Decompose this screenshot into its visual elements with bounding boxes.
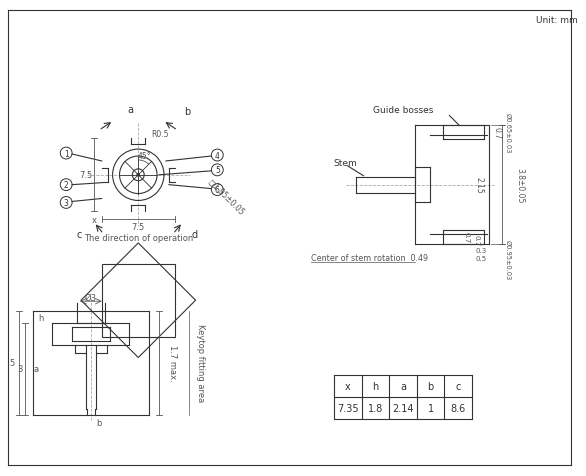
Circle shape: [137, 174, 140, 177]
Text: Guide bosses: Guide bosses: [373, 106, 433, 115]
Text: 0.3: 0.3: [475, 248, 486, 253]
Text: x: x: [345, 381, 350, 391]
Text: 7.5: 7.5: [79, 171, 93, 180]
Text: 0.7: 0.7: [492, 127, 502, 139]
Text: b: b: [96, 418, 101, 427]
Text: 3.8±0.05: 3.8±0.05: [515, 168, 524, 203]
Text: 5: 5: [215, 166, 220, 175]
Text: 3: 3: [18, 364, 23, 373]
Text: Stem: Stem: [334, 159, 357, 168]
Text: □1.95±0.05: □1.95±0.05: [206, 177, 246, 217]
Text: 0.5: 0.5: [475, 255, 486, 261]
Text: 3: 3: [64, 198, 69, 208]
Text: x: x: [91, 215, 96, 224]
Text: 0.7: 0.7: [473, 235, 479, 246]
Text: 6: 6: [215, 186, 220, 195]
Text: 2.15: 2.15: [475, 177, 483, 194]
Text: 2: 2: [64, 181, 69, 190]
Text: R0.5: R0.5: [151, 129, 169, 139]
Text: 4: 4: [215, 151, 220, 160]
Text: c: c: [76, 229, 81, 239]
Text: d: d: [192, 229, 197, 239]
Text: b: b: [428, 381, 434, 391]
Text: Keytop fitting area: Keytop fitting area: [196, 324, 205, 402]
Text: 45°: 45°: [137, 151, 151, 160]
Text: 1: 1: [64, 149, 69, 158]
Text: Unit: mm: Unit: mm: [536, 16, 578, 25]
Text: Ø0.95±0.03: Ø0.95±0.03: [505, 239, 511, 279]
Text: a: a: [127, 104, 134, 114]
Text: 5: 5: [9, 358, 15, 367]
Text: 8.6: 8.6: [451, 403, 466, 413]
Text: 0.7: 0.7: [463, 232, 469, 243]
Text: Ø0.65±0.03: Ø0.65±0.03: [505, 113, 511, 153]
Text: The direction of operation: The direction of operation: [84, 233, 193, 242]
Text: Center of stem rotation  0.49: Center of stem rotation 0.49: [311, 254, 428, 263]
Text: Ø3: Ø3: [85, 293, 97, 302]
Text: 2.14: 2.14: [392, 403, 414, 413]
Text: a: a: [34, 364, 39, 373]
Text: a: a: [400, 381, 406, 391]
Text: c: c: [456, 381, 461, 391]
Text: 7.5: 7.5: [132, 222, 145, 231]
Text: 1.7 max.: 1.7 max.: [168, 344, 178, 381]
Text: h: h: [39, 313, 44, 322]
Text: 1: 1: [428, 403, 434, 413]
Text: 7.35: 7.35: [337, 403, 359, 413]
Text: 1.8: 1.8: [368, 403, 383, 413]
Text: h: h: [372, 381, 379, 391]
Text: b: b: [185, 106, 191, 116]
